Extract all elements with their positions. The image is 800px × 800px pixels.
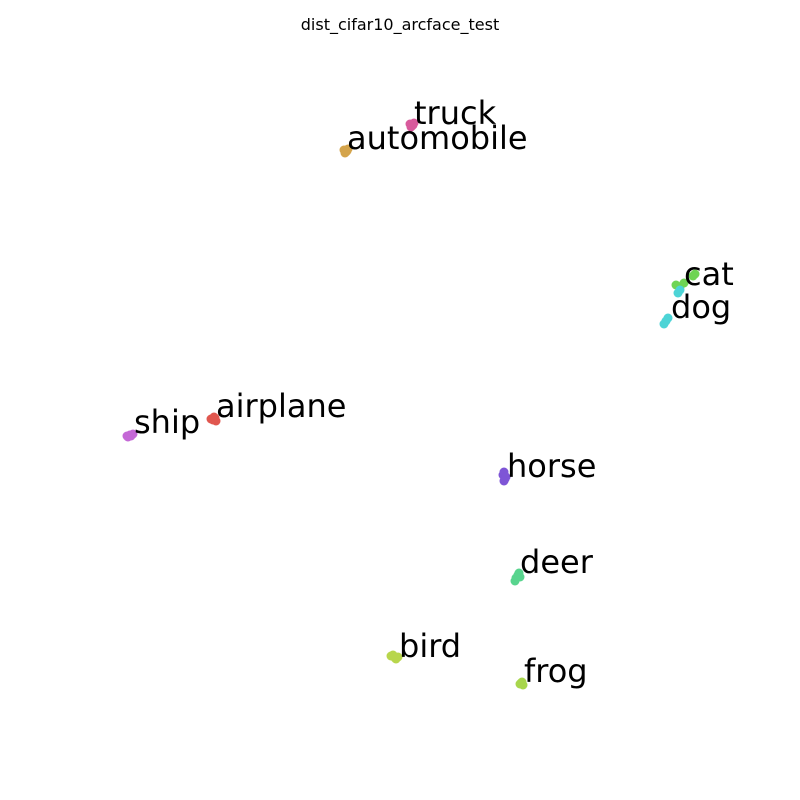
- cluster-label-horse: horse: [507, 447, 596, 485]
- series-ship: [122, 429, 138, 442]
- series-dog: [659, 285, 685, 329]
- cluster-label-dog: dog: [671, 288, 731, 326]
- cluster-label-airplane: airplane: [216, 387, 346, 425]
- series-automobile: [339, 144, 353, 158]
- cluster-label-cat: cat: [684, 255, 734, 293]
- data-point-cat: [690, 269, 700, 279]
- data-point-deer: [514, 568, 524, 578]
- data-point-automobile: [342, 146, 352, 156]
- data-point-bird: [391, 654, 401, 664]
- series-horse: [498, 467, 511, 486]
- cluster-label-ship: ship: [134, 403, 200, 441]
- series-airplane: [206, 412, 221, 426]
- series-truck: [405, 118, 419, 132]
- cluster-label-frog: frog: [524, 652, 588, 690]
- data-point-airplane: [210, 413, 220, 423]
- data-point-frog: [516, 678, 526, 688]
- points-layer: [122, 118, 700, 690]
- cluster-label-bird: bird: [399, 627, 461, 665]
- data-point-truck: [408, 120, 418, 130]
- data-point-cat: [679, 278, 689, 288]
- cluster-label-truck: truck: [414, 94, 497, 132]
- data-point-dog: [661, 316, 671, 326]
- cluster-label-automobile: automobile: [347, 119, 528, 157]
- data-point-dog: [675, 285, 685, 295]
- cluster-label-deer: deer: [520, 543, 594, 581]
- data-point-ship: [126, 431, 136, 441]
- series-bird: [386, 650, 403, 664]
- series-frog: [515, 677, 528, 690]
- data-point-horse: [499, 476, 509, 486]
- chart-title: dist_cifar10_arcface_test: [301, 15, 499, 35]
- series-deer: [510, 568, 525, 586]
